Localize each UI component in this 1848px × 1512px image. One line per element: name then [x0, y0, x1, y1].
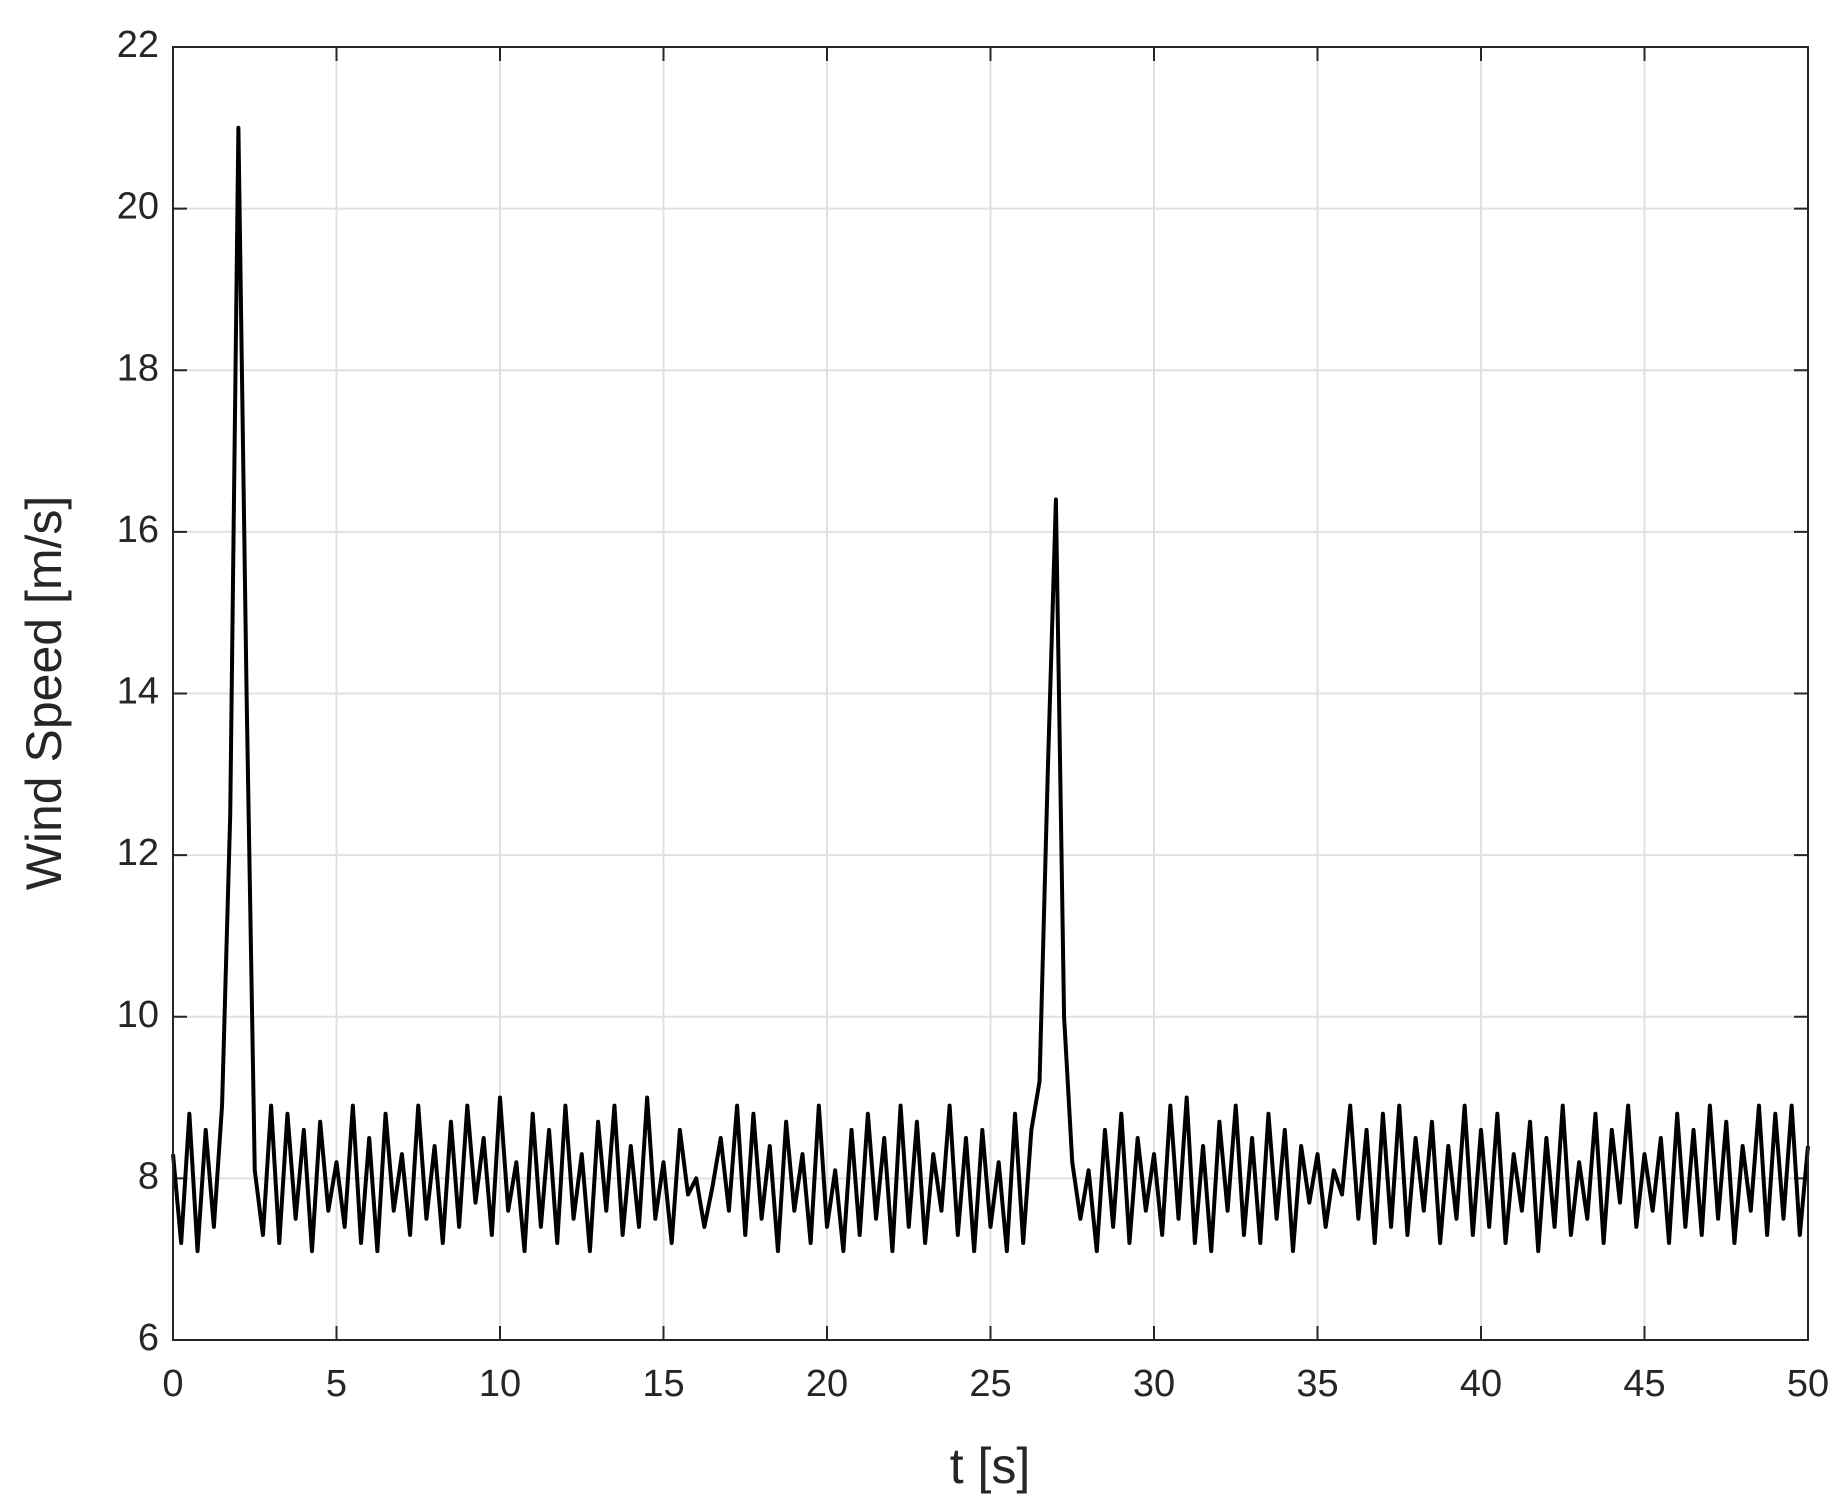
- y-tick-label: 20: [117, 186, 159, 228]
- plot-frame: [172, 46, 1809, 1341]
- x-tick-label: 20: [806, 1363, 848, 1405]
- x-tick-label: 10: [479, 1363, 521, 1405]
- x-tick-label: 15: [642, 1363, 684, 1405]
- x-tick-label: 5: [326, 1363, 347, 1405]
- y-tick-label: 8: [138, 1155, 159, 1197]
- y-tick-label: 18: [117, 347, 159, 389]
- y-axis-label: Wind Speed [m/s]: [16, 496, 72, 891]
- x-tick-label: 0: [162, 1363, 183, 1405]
- y-tick-label: 12: [117, 832, 159, 874]
- data-line: [171, 125, 1810, 1254]
- x-tick-label: 25: [969, 1363, 1011, 1405]
- x-tick-label: 45: [1623, 1363, 1665, 1405]
- y-tick-label: 10: [117, 994, 159, 1036]
- x-tick-label: 35: [1296, 1363, 1338, 1405]
- y-tick-label: 22: [117, 24, 159, 66]
- y-tick-label: 14: [117, 671, 159, 713]
- y-tick-label: 6: [138, 1317, 159, 1359]
- x-axis-label: t [s]: [950, 1438, 1031, 1494]
- x-tick-label: 50: [1787, 1363, 1829, 1405]
- y-tick-label: 16: [117, 509, 159, 551]
- x-tick-label: 30: [1133, 1363, 1175, 1405]
- x-tick-label: 40: [1460, 1363, 1502, 1405]
